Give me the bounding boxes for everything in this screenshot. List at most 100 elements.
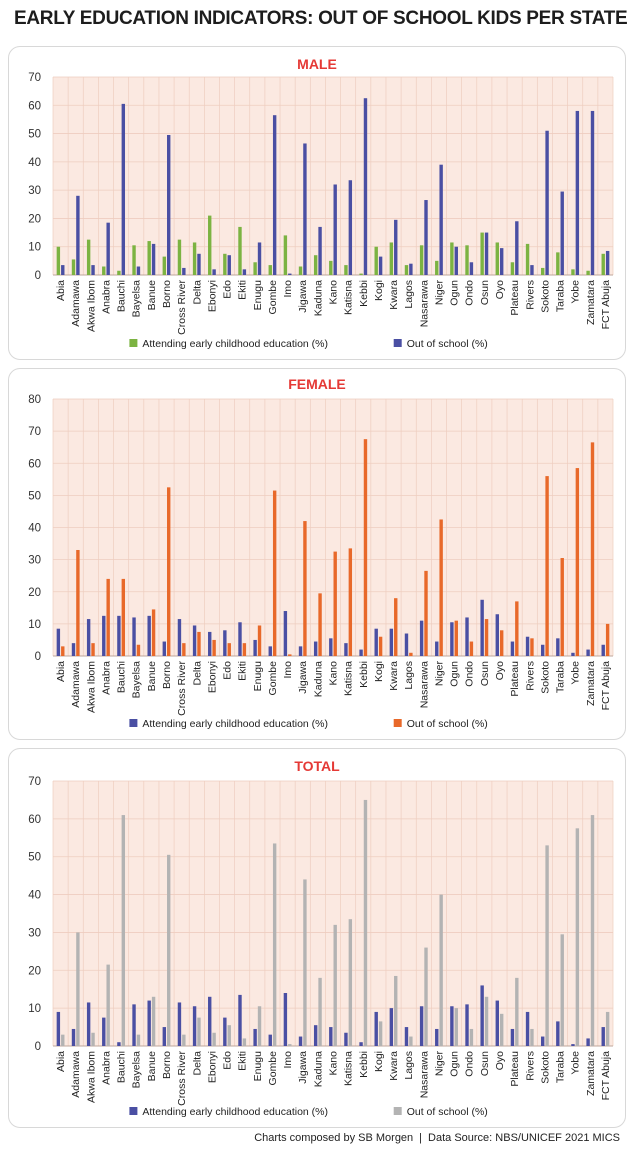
female-x-tick-label: Kano <box>328 661 340 686</box>
female-y-tick-label: 60 <box>28 458 41 470</box>
female-bar-out-of-school <box>288 654 292 656</box>
female-x-tick-label: Lagos <box>403 661 415 690</box>
total-x-tick-label: Osun <box>479 1051 491 1076</box>
total-x-tick-label: Bauchi <box>116 1051 128 1083</box>
female-y-tick-label: 50 <box>28 490 41 502</box>
male-bar-out-of-school <box>318 226 322 275</box>
male-bar-out-of-school <box>76 195 80 275</box>
male-bar-attending <box>223 253 227 275</box>
female-bar-attending <box>435 641 439 656</box>
female-bar-attending <box>374 628 378 656</box>
total-bar-out-of-school <box>91 1032 95 1046</box>
total-x-tick-label: FCT Abuja <box>600 1051 612 1101</box>
female-bar-out-of-school <box>167 487 171 656</box>
total-x-tick-label: Gombe <box>267 1051 279 1086</box>
male-x-tick-label: Zamatara <box>585 280 597 325</box>
total-legend-label: Out of school (%) <box>407 1106 488 1118</box>
male-x-tick-label: Abia <box>55 280 67 301</box>
male-bar-attending <box>601 253 605 275</box>
male-bar-out-of-school <box>136 266 141 275</box>
female-x-tick-label: Ebonyi <box>206 661 218 693</box>
female-bar-attending <box>525 636 530 656</box>
male-y-tick-label: 60 <box>28 100 41 112</box>
male-bar-out-of-school <box>439 164 443 275</box>
total-x-tick-label: Delta <box>191 1051 203 1076</box>
male-bar-attending <box>71 259 76 275</box>
total-bar-out-of-school <box>590 815 595 1046</box>
female-bar-attending <box>253 639 257 656</box>
total-bar-out-of-school <box>151 996 156 1046</box>
female-x-tick-label: FCT Abuja <box>600 661 612 711</box>
male-x-tick-label: Jigawa <box>297 280 309 313</box>
female-y-tick-label: 70 <box>28 426 41 438</box>
total-bar-out-of-school <box>394 975 398 1046</box>
male-x-tick-label: Lagos <box>403 280 415 309</box>
male-x-tick-label: Edo <box>222 280 234 299</box>
female-bar-out-of-school <box>605 623 610 657</box>
female-bar-out-of-school <box>197 631 201 656</box>
male-bar-out-of-school <box>106 222 110 275</box>
female-bar-out-of-school <box>76 549 80 656</box>
male-bar-attending <box>404 265 409 275</box>
male-bar-attending <box>147 241 151 275</box>
total-x-tick-label: Kano <box>328 1051 340 1076</box>
female-x-tick-label: Kogi <box>373 661 385 682</box>
male-x-tick-label: Anabra <box>100 280 112 314</box>
total-x-tick-label: Sokoto <box>539 1051 551 1084</box>
total-bar-attending <box>450 1006 454 1046</box>
total-bar-attending <box>359 1042 363 1046</box>
male-x-tick-label: Kebbi <box>358 280 370 307</box>
total-bar-out-of-school <box>469 1028 474 1046</box>
female-bar-out-of-school <box>424 570 428 656</box>
female-x-tick-label: Cross River <box>176 661 188 716</box>
male-bar-attending <box>192 242 197 275</box>
male-y-tick-label: 70 <box>28 72 41 84</box>
male-y-tick-label: 0 <box>35 270 41 282</box>
female-bar-out-of-school <box>484 619 489 656</box>
total-chart: TOTAL 0 10 20 30 40 50 60 70 Abia Adamawa Akwa Ibom… <box>28 758 614 1118</box>
total-x-tick-label: Oyo <box>494 1051 506 1070</box>
female-y-tick-label: 30 <box>28 555 41 567</box>
total-bar-out-of-school <box>106 964 110 1046</box>
male-bar-out-of-school <box>605 250 610 275</box>
total-bar-out-of-school <box>363 799 368 1046</box>
male-legend-swatch <box>129 339 138 347</box>
male-bar-out-of-school <box>182 267 186 275</box>
female-bar-out-of-school <box>61 646 65 656</box>
female-x-tick-label: Enugu <box>252 661 264 692</box>
male-bar-attending <box>102 266 106 275</box>
male-x-tick-label: Banue <box>146 280 158 311</box>
male-x-tick-label: Niger <box>433 279 445 305</box>
total-x-tick-label: Enugu <box>252 1051 264 1082</box>
female-bar-out-of-school <box>257 625 262 656</box>
female-bar-out-of-school <box>303 521 307 656</box>
total-bar-out-of-school <box>318 977 322 1046</box>
total-x-tick-label: Ebonyi <box>206 1051 218 1083</box>
male-bar-out-of-school <box>363 98 368 276</box>
female-bar-attending <box>162 641 167 656</box>
female-bar-attending <box>177 619 182 656</box>
female-bar-out-of-school <box>590 442 595 656</box>
total-bar-out-of-school <box>378 1021 383 1046</box>
male-bar-attending <box>419 245 424 275</box>
male-bar-out-of-school <box>545 130 549 275</box>
female-bar-attending <box>147 615 151 656</box>
male-bar-out-of-school <box>424 200 428 275</box>
female-bar-out-of-school <box>348 548 353 656</box>
total-legend: Attending early childhood education (%) O… <box>129 1106 488 1118</box>
male-bar-attending <box>329 260 333 275</box>
total-x-tick-label: Katisna <box>343 1051 355 1086</box>
total-y-tick-label: 30 <box>28 927 41 939</box>
male-plot-area <box>53 77 613 275</box>
female-x-tick-label: Katisna <box>343 661 355 696</box>
male-bar-attending <box>177 239 182 275</box>
female-chart-panel: FEMALE 0 10 20 30 40 50 60 70 80 Abia Adamawa Akwa I… <box>8 368 626 740</box>
male-bar-out-of-school <box>575 110 580 275</box>
credit-text: Charts composed by SB Morgen <box>254 1132 414 1144</box>
female-x-tick-label: Anabra <box>100 661 112 695</box>
female-legend-swatch <box>129 719 138 727</box>
total-bar-out-of-school <box>272 843 277 1046</box>
total-bar-attending <box>86 1002 91 1046</box>
female-bar-out-of-school <box>439 519 443 656</box>
total-x-tick-label: Imo <box>282 1051 294 1069</box>
